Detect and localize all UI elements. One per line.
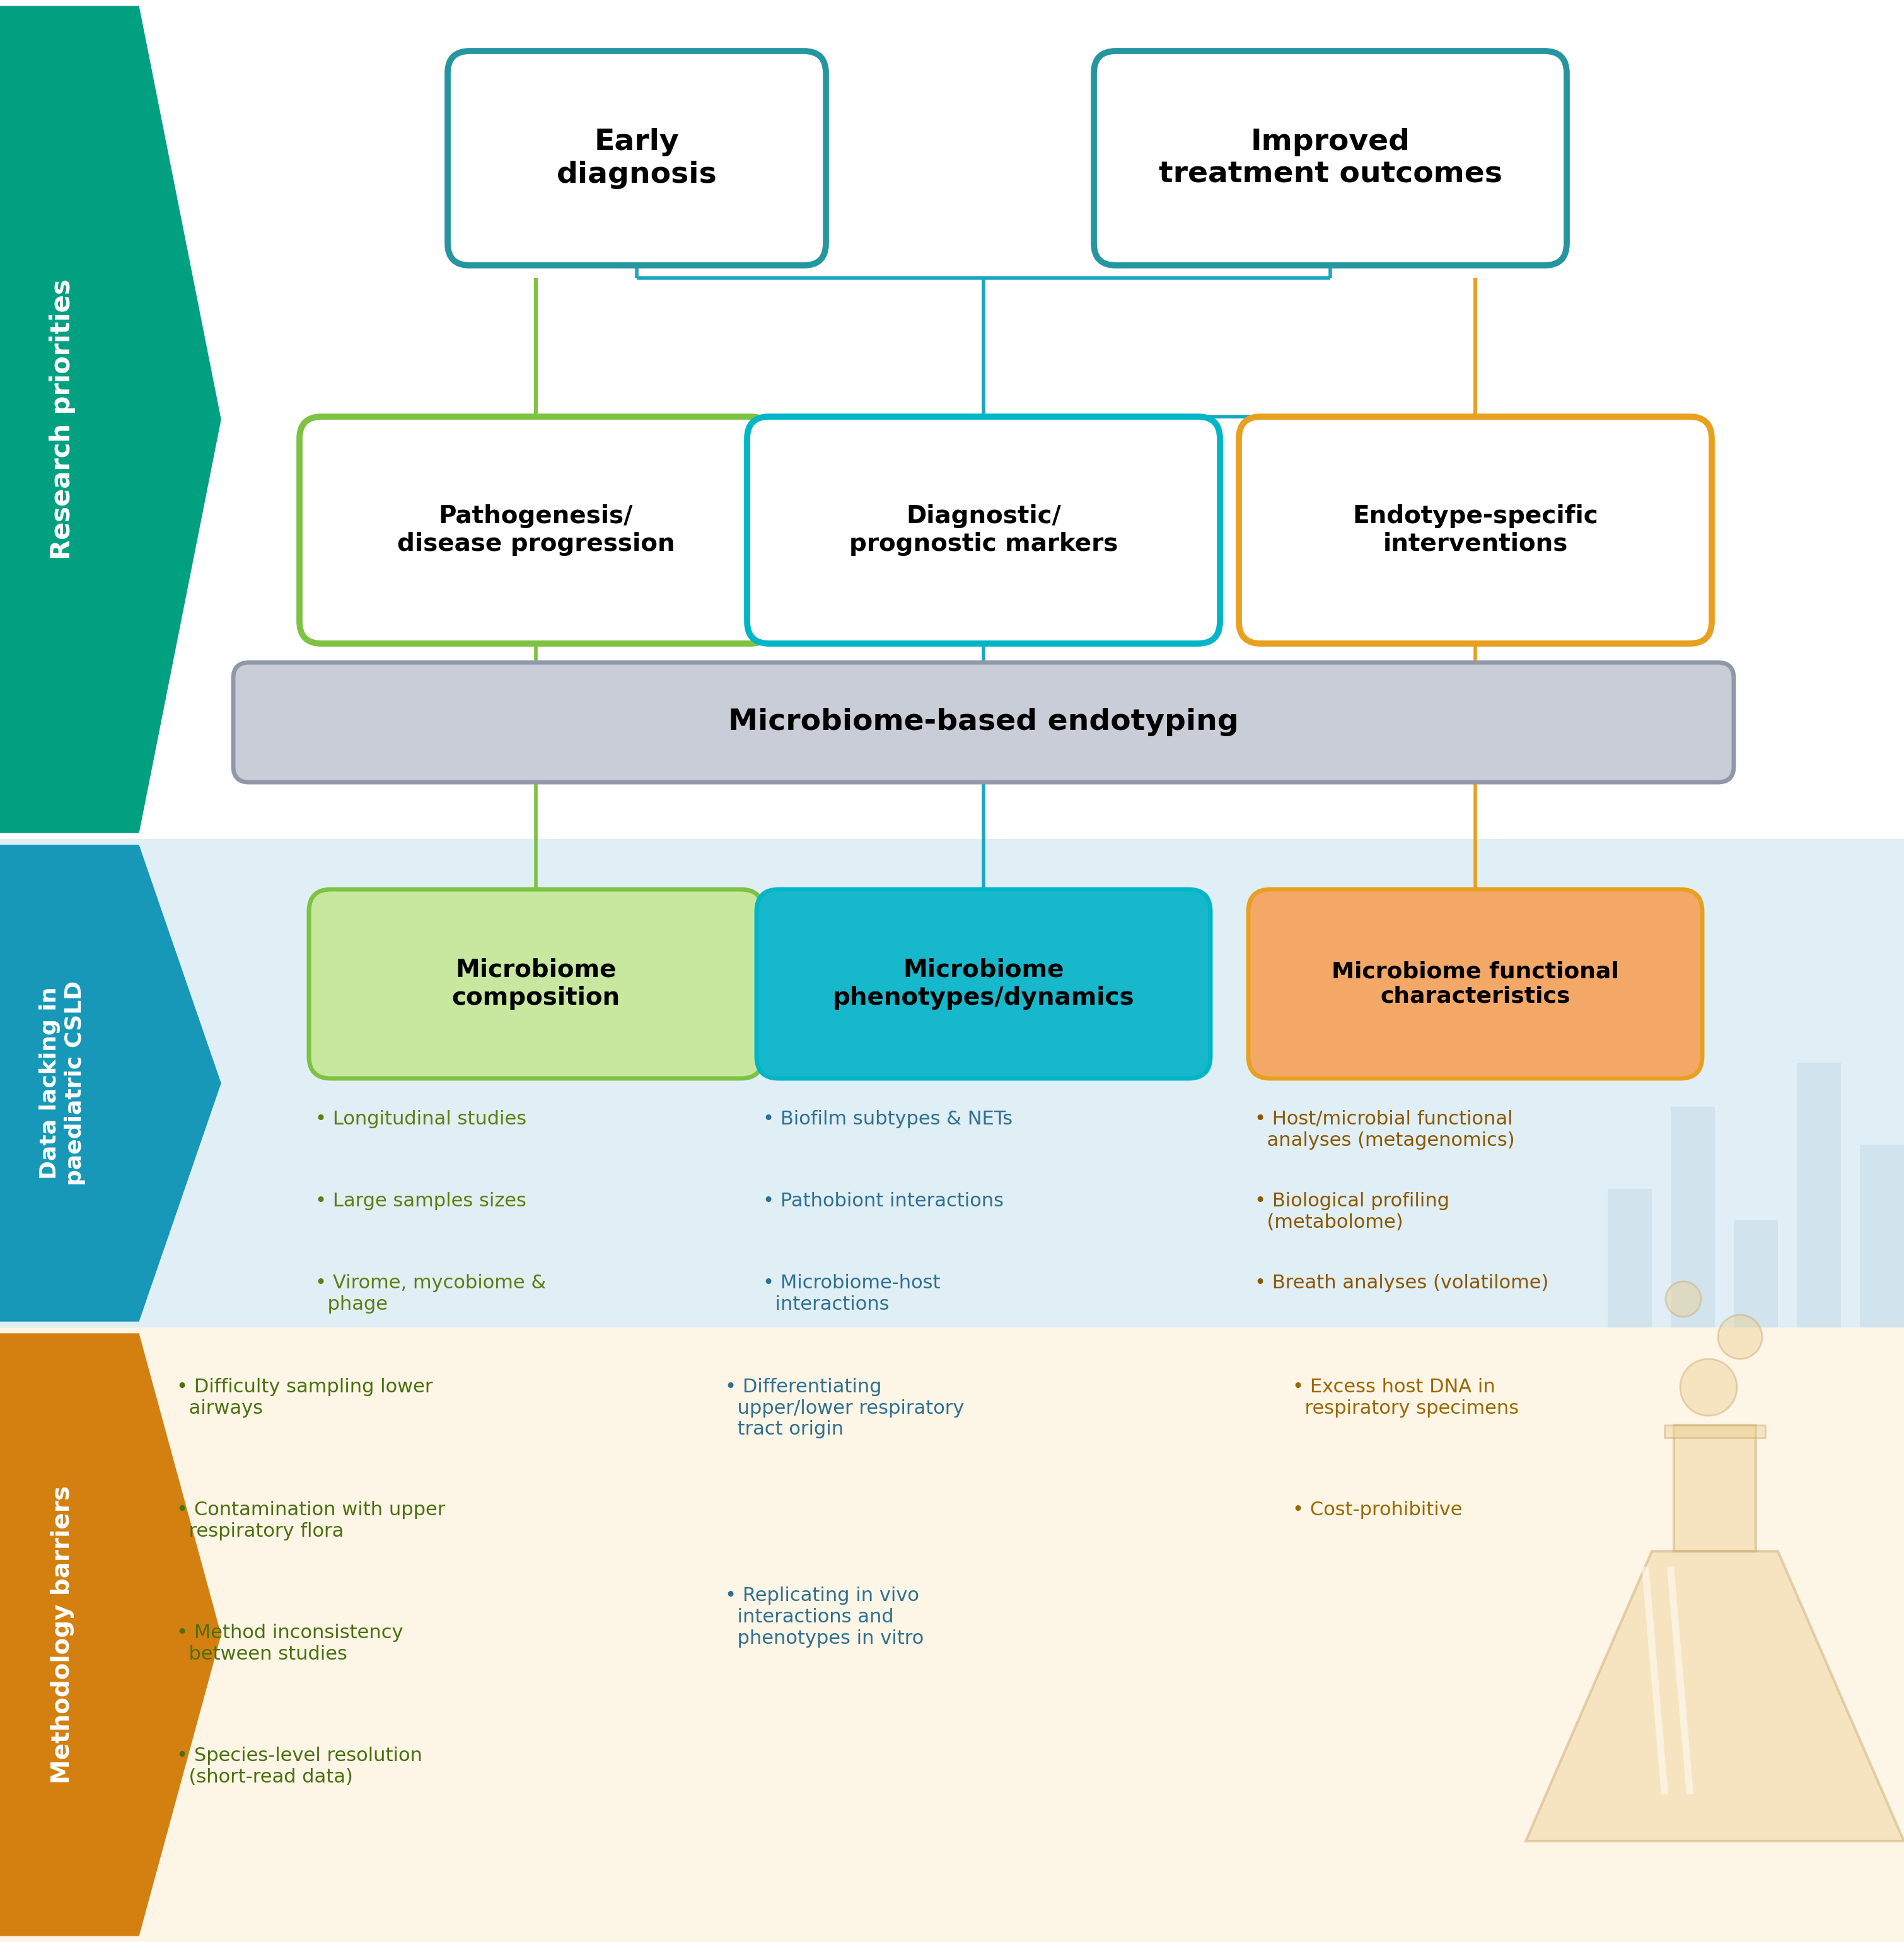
Text: Microbiome
phenotypes/dynamics: Microbiome phenotypes/dynamics: [832, 957, 1135, 1010]
Bar: [1664, 1425, 1765, 1437]
Text: • Biofilm subtypes & NETs: • Biofilm subtypes & NETs: [764, 1111, 1013, 1128]
Bar: [0, 1328, 1904, 1942]
Text: • Longitudinal studies: • Longitudinal studies: [316, 1111, 527, 1128]
FancyBboxPatch shape: [1240, 418, 1712, 643]
Bar: [1607, 1189, 1653, 1328]
FancyBboxPatch shape: [234, 662, 1735, 783]
FancyBboxPatch shape: [756, 889, 1211, 1078]
FancyBboxPatch shape: [1095, 50, 1567, 266]
Circle shape: [1717, 1315, 1761, 1359]
FancyBboxPatch shape: [308, 889, 764, 1078]
Bar: [1735, 1220, 1778, 1328]
Text: • Replicating in vivo
  interactions and
  phenotypes in vitro: • Replicating in vivo interactions and p…: [725, 1587, 923, 1647]
Text: Improved
treatment outcomes: Improved treatment outcomes: [1158, 128, 1502, 188]
Bar: [1797, 1062, 1841, 1328]
Text: Microbiome functional
characteristics: Microbiome functional characteristics: [1331, 961, 1618, 1008]
Text: • Contamination with upper
  respiratory flora: • Contamination with upper respiratory f…: [177, 1501, 446, 1540]
Bar: [0, 839, 1904, 1328]
Bar: [1860, 1144, 1904, 1328]
Bar: [1670, 1107, 1716, 1328]
Text: • Breath analyses (volatilome): • Breath analyses (volatilome): [1255, 1274, 1548, 1291]
Text: Methodology barriers: Methodology barriers: [50, 1486, 74, 1785]
Text: • Microbiome-host
  interactions: • Microbiome-host interactions: [764, 1274, 941, 1313]
FancyBboxPatch shape: [447, 50, 826, 266]
Bar: [1674, 1425, 1755, 1552]
Text: Pathogenesis/
disease progression: Pathogenesis/ disease progression: [398, 505, 674, 555]
Text: • Pathobiont interactions: • Pathobiont interactions: [764, 1192, 1003, 1210]
Text: • Excess host DNA in
  respiratory specimens: • Excess host DNA in respiratory specime…: [1293, 1379, 1519, 1418]
Bar: [0, 0, 1904, 839]
Text: Diagnostic/
prognostic markers: Diagnostic/ prognostic markers: [849, 505, 1118, 555]
Text: Microbiome
composition: Microbiome composition: [451, 957, 621, 1010]
Polygon shape: [1525, 1552, 1904, 1841]
Circle shape: [1666, 1282, 1700, 1317]
Text: • Biological profiling
  (metabolome): • Biological profiling (metabolome): [1255, 1192, 1449, 1231]
Text: Data lacking in
paediatric CSLD: Data lacking in paediatric CSLD: [40, 981, 86, 1187]
Text: • Method inconsistency
  between studies: • Method inconsistency between studies: [177, 1624, 404, 1662]
Text: Early
diagnosis: Early diagnosis: [556, 128, 718, 188]
Text: • Species-level resolution
  (short-read data): • Species-level resolution (short-read d…: [177, 1746, 423, 1787]
Circle shape: [1679, 1359, 1736, 1416]
Polygon shape: [0, 1334, 221, 1936]
FancyBboxPatch shape: [299, 418, 773, 643]
Text: • Host/microbial functional
  analyses (metagenomics): • Host/microbial functional analyses (me…: [1255, 1111, 1516, 1150]
Polygon shape: [0, 6, 221, 833]
Text: Endotype-specific
interventions: Endotype-specific interventions: [1352, 505, 1597, 555]
Text: • Cost-prohibitive: • Cost-prohibitive: [1293, 1501, 1462, 1519]
Text: • Differentiating
  upper/lower respiratory
  tract origin: • Differentiating upper/lower respirator…: [725, 1379, 963, 1439]
FancyBboxPatch shape: [746, 418, 1220, 643]
Polygon shape: [0, 845, 221, 1321]
Text: • Virome, mycobiome &
  phage: • Virome, mycobiome & phage: [316, 1274, 546, 1313]
Text: Microbiome-based endotyping: Microbiome-based endotyping: [727, 709, 1240, 736]
Text: • Difficulty sampling lower
  airways: • Difficulty sampling lower airways: [177, 1379, 432, 1418]
FancyBboxPatch shape: [1249, 889, 1702, 1078]
Text: • Large samples sizes: • Large samples sizes: [316, 1192, 526, 1210]
Text: Research priorities: Research priorities: [50, 280, 76, 559]
